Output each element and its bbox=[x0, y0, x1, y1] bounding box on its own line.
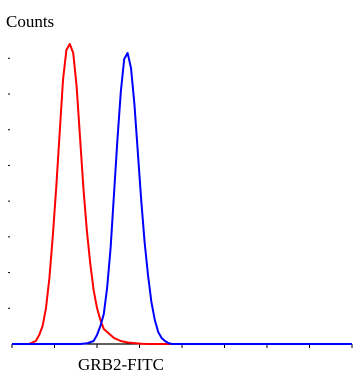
x-axis-label: GRB2-FITC bbox=[78, 355, 164, 374]
histogram-series-2 bbox=[12, 52, 352, 345]
y-axis-label: Counts bbox=[6, 12, 54, 31]
y-axis bbox=[8, 57, 10, 309]
histogram-series-1 bbox=[12, 43, 352, 345]
series-layer bbox=[12, 43, 352, 345]
